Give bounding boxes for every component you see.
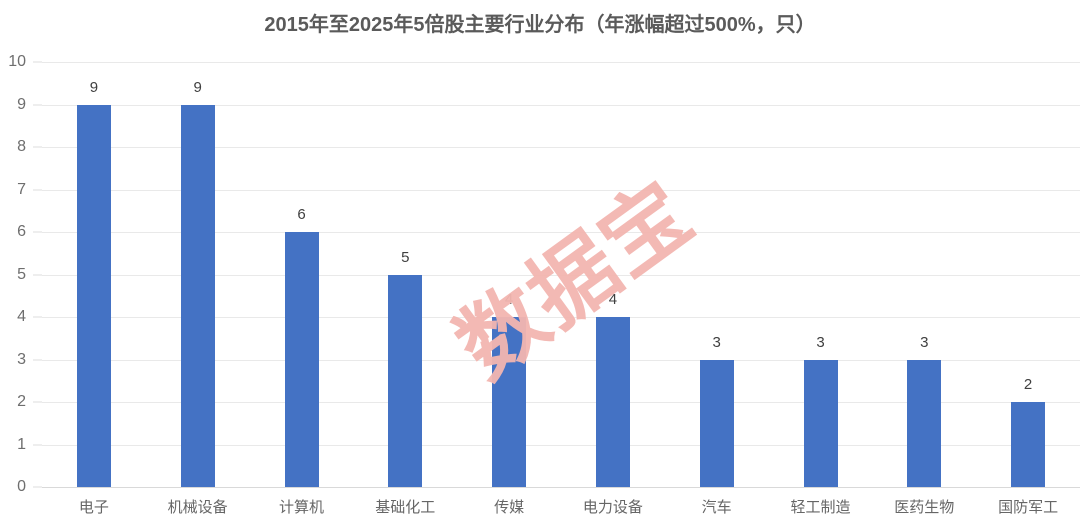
y-tick-label: 9 [17, 95, 26, 113]
x-tick-label: 电力设备 [582, 499, 643, 516]
chart-title: 2015年至2025年5倍股主要行业分布（年涨幅超过500%，只） [264, 14, 816, 36]
x-tick-label: 基础化工 [375, 499, 436, 516]
bar-value-label: 2 [1023, 376, 1033, 393]
y-tick-label: 1 [17, 435, 26, 453]
y-tick-mark [33, 359, 42, 360]
y-tick-label: 10 [8, 53, 26, 70]
x-tick-label: 传媒 [494, 499, 525, 516]
bar[interactable] [492, 317, 527, 487]
y-tick-mark [33, 401, 42, 403]
gridline [42, 274, 1080, 276]
y-tick-mark [33, 61, 42, 63]
x-axis: 电子 机械设备 计算机 基础化工 传媒 电力设备 汽车 轻工制造 医药生物 国防军工 [42, 488, 1080, 526]
bar[interactable] [907, 359, 942, 487]
gridline [42, 317, 1080, 318]
bar[interactable] [699, 359, 734, 487]
y-axis: 10 9 8 7 6 5 4 3 2 1 0 [0, 53, 42, 495]
bar[interactable] [388, 274, 423, 487]
y-tick-label: 2 [17, 393, 26, 410]
gridline [42, 487, 1080, 488]
x-tick-label: 计算机 [278, 499, 324, 516]
bar-value-label: 3 [712, 333, 721, 351]
x-tick-label: 轻工制造 [790, 499, 851, 516]
y-tick-label: 3 [17, 350, 26, 368]
y-tick-label: 0 [17, 478, 26, 495]
gridline [42, 359, 1080, 361]
gridline [42, 104, 1080, 106]
plot-area: 9 9 6 5 4 4 3 3 3 2 [42, 62, 1080, 488]
y-tick-mark [33, 316, 42, 318]
y-tick-label: 4 [17, 308, 26, 325]
bar-value-label: 3 [920, 333, 929, 351]
bar[interactable] [284, 232, 319, 487]
gridline [42, 444, 1080, 446]
y-tick-label: 5 [17, 265, 26, 283]
x-tick-label: 电子 [78, 499, 109, 516]
gridline [42, 232, 1080, 233]
y-tick-mark [33, 189, 42, 190]
bar-value-label: 6 [297, 206, 306, 223]
y-tick-mark [33, 146, 42, 148]
y-tick-mark [33, 104, 42, 105]
x-tick-label: 医药生物 [894, 499, 955, 516]
y-tick-label: 8 [17, 138, 26, 155]
bar-value-label: 4 [504, 291, 514, 308]
gridline [42, 402, 1080, 403]
y-tick-label: 7 [17, 180, 26, 198]
x-tick-label: 机械设备 [167, 499, 228, 516]
x-tick-label: 汽车 [701, 499, 732, 516]
bar-value-label: 9 [89, 78, 99, 96]
y-tick-mark [33, 231, 42, 233]
y-tick-mark [33, 486, 42, 488]
gridline [42, 189, 1080, 191]
gridline [42, 147, 1080, 148]
bar-value-label: 5 [401, 248, 410, 266]
y-tick-mark [33, 274, 42, 275]
bar[interactable] [1011, 402, 1046, 487]
bar[interactable] [76, 104, 111, 487]
y-tick-label: 6 [17, 223, 26, 240]
bar[interactable] [803, 359, 838, 487]
gridline [42, 62, 1080, 63]
bar-value-label: 4 [608, 291, 618, 308]
x-tick-label: 国防军工 [998, 499, 1059, 516]
bar-value-label: 3 [816, 333, 825, 351]
bar-value-label: 9 [193, 78, 202, 96]
bar[interactable] [180, 104, 215, 487]
y-tick-mark [33, 444, 42, 445]
bar[interactable] [595, 317, 630, 487]
